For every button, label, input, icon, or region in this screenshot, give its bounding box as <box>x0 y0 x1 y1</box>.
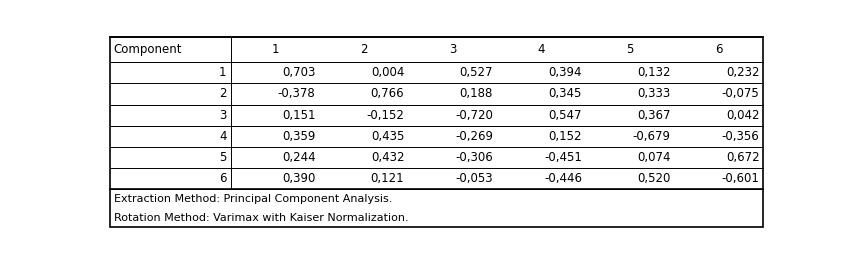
Text: -0,378: -0,378 <box>278 87 315 100</box>
Text: 6: 6 <box>219 172 227 185</box>
Text: -0,451: -0,451 <box>544 151 582 164</box>
Text: 3: 3 <box>449 43 457 56</box>
Text: 4: 4 <box>538 43 545 56</box>
Text: 0,766: 0,766 <box>371 87 405 100</box>
Text: 4: 4 <box>219 130 227 143</box>
Text: 0,121: 0,121 <box>371 172 405 185</box>
Text: 0,074: 0,074 <box>637 151 671 164</box>
Text: 0,547: 0,547 <box>549 109 582 122</box>
Text: 1: 1 <box>219 66 227 79</box>
Text: 0,244: 0,244 <box>282 151 315 164</box>
Text: 3: 3 <box>219 109 227 122</box>
Text: -0,269: -0,269 <box>455 130 493 143</box>
Text: Rotation Method: Varimax with Kaiser Normalization.: Rotation Method: Varimax with Kaiser Nor… <box>114 213 408 223</box>
Text: -0,053: -0,053 <box>456 172 493 185</box>
Text: 0,527: 0,527 <box>459 66 493 79</box>
Text: 0,345: 0,345 <box>549 87 582 100</box>
Text: 0,367: 0,367 <box>637 109 671 122</box>
Text: 0,004: 0,004 <box>371 66 405 79</box>
Text: 2: 2 <box>360 43 367 56</box>
Text: -0,446: -0,446 <box>544 172 582 185</box>
Text: 0,232: 0,232 <box>726 66 759 79</box>
Text: -0,720: -0,720 <box>455 109 493 122</box>
Text: 0,042: 0,042 <box>726 109 759 122</box>
Text: 0,672: 0,672 <box>726 151 759 164</box>
Text: 0,333: 0,333 <box>637 87 671 100</box>
Text: 0,390: 0,390 <box>282 172 315 185</box>
Text: 6: 6 <box>716 43 722 56</box>
Text: 0,435: 0,435 <box>371 130 405 143</box>
Text: -0,601: -0,601 <box>722 172 759 185</box>
Text: 5: 5 <box>219 151 227 164</box>
Text: 0,703: 0,703 <box>282 66 315 79</box>
Text: Component: Component <box>114 43 182 56</box>
Text: 0,151: 0,151 <box>282 109 315 122</box>
Text: 0,152: 0,152 <box>549 130 582 143</box>
Text: 0,520: 0,520 <box>637 172 671 185</box>
Text: 0,432: 0,432 <box>371 151 405 164</box>
Text: 1: 1 <box>271 43 279 56</box>
Text: -0,152: -0,152 <box>366 109 405 122</box>
Text: -0,306: -0,306 <box>455 151 493 164</box>
Text: 5: 5 <box>626 43 634 56</box>
Text: 0,132: 0,132 <box>637 66 671 79</box>
Text: Extraction Method: Principal Component Analysis.: Extraction Method: Principal Component A… <box>114 194 392 204</box>
Text: 0,394: 0,394 <box>549 66 582 79</box>
Text: -0,356: -0,356 <box>722 130 759 143</box>
Text: 0,188: 0,188 <box>460 87 493 100</box>
Text: -0,679: -0,679 <box>633 130 671 143</box>
Text: -0,075: -0,075 <box>722 87 759 100</box>
Text: 0,359: 0,359 <box>282 130 315 143</box>
Text: 2: 2 <box>219 87 227 100</box>
